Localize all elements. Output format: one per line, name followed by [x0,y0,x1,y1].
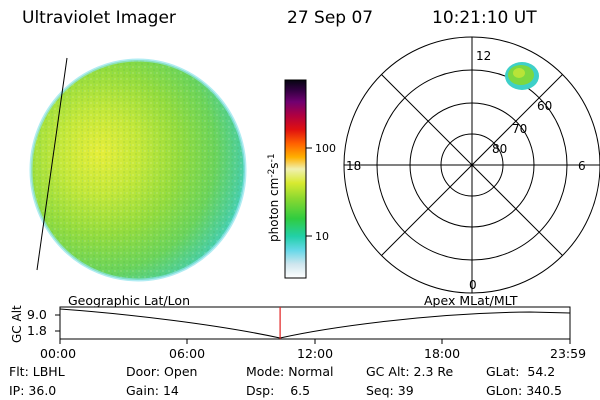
status-gain: Gain: 14 [126,383,179,398]
status-ip: IP: 36.0 [9,383,57,398]
terminator-line [36,57,68,271]
colorbar-tick-10: 10 [315,230,329,243]
orbit-panel: GC Alt [10,305,571,344]
xtick-0000: 00:00 [40,346,77,361]
mlat-label-70: 70 [512,122,527,136]
xtick-0600: 06:00 [169,346,206,361]
xtick-1200: 12:00 [297,346,334,361]
mlt-label-6: 6 [578,159,586,173]
colorbar-tick-100: 100 [315,142,336,155]
mlat-label-80: 80 [492,142,507,156]
uv-image-disc [29,57,247,282]
apex-mlat-mlt-label: Apex MLat/MLT [424,293,518,308]
instrument-title: Ultraviolet Imager [22,8,176,28]
mlt-label-0: 0 [469,278,477,292]
colorbar: 100 10 photon cm-2s-1 [267,79,336,279]
orbit-ylabel: GC Alt [10,305,24,343]
geographic-latlon-label: Geographic Lat/Lon [68,293,190,308]
status-seq: Seq: 39 [366,383,414,398]
status-door: Door: Open [126,364,198,379]
xtick-1800: 18:00 [424,346,461,361]
ytick-1-8: 1.8 [27,323,47,338]
mlt-label-18: 18 [346,159,361,173]
status-dsp: Dsp: 6.5 [246,383,311,398]
status-glon: GLon: 340.5 [486,383,562,398]
colorbar-unit-label: photon cm-2s-1 [267,153,281,242]
polar-plot: 12 18 6 0 60 70 80 [343,36,600,294]
status-mode: Mode: Normal [246,364,334,379]
status-gc-alt: GC Alt: 2.3 Re [366,364,454,379]
aurora-patch [505,62,539,90]
mlt-label-12: 12 [476,49,491,63]
ytick-9: 9.0 [27,307,47,322]
mlat-label-60: 60 [537,99,552,113]
image-time: 10:21:10 UT [432,8,537,28]
status-flt: Flt: LBHL [9,364,65,379]
status-glat: GLat: 54.2 [486,364,556,379]
image-date: 27 Sep 07 [287,8,374,28]
xtick-2359: 23:59 [550,346,587,361]
